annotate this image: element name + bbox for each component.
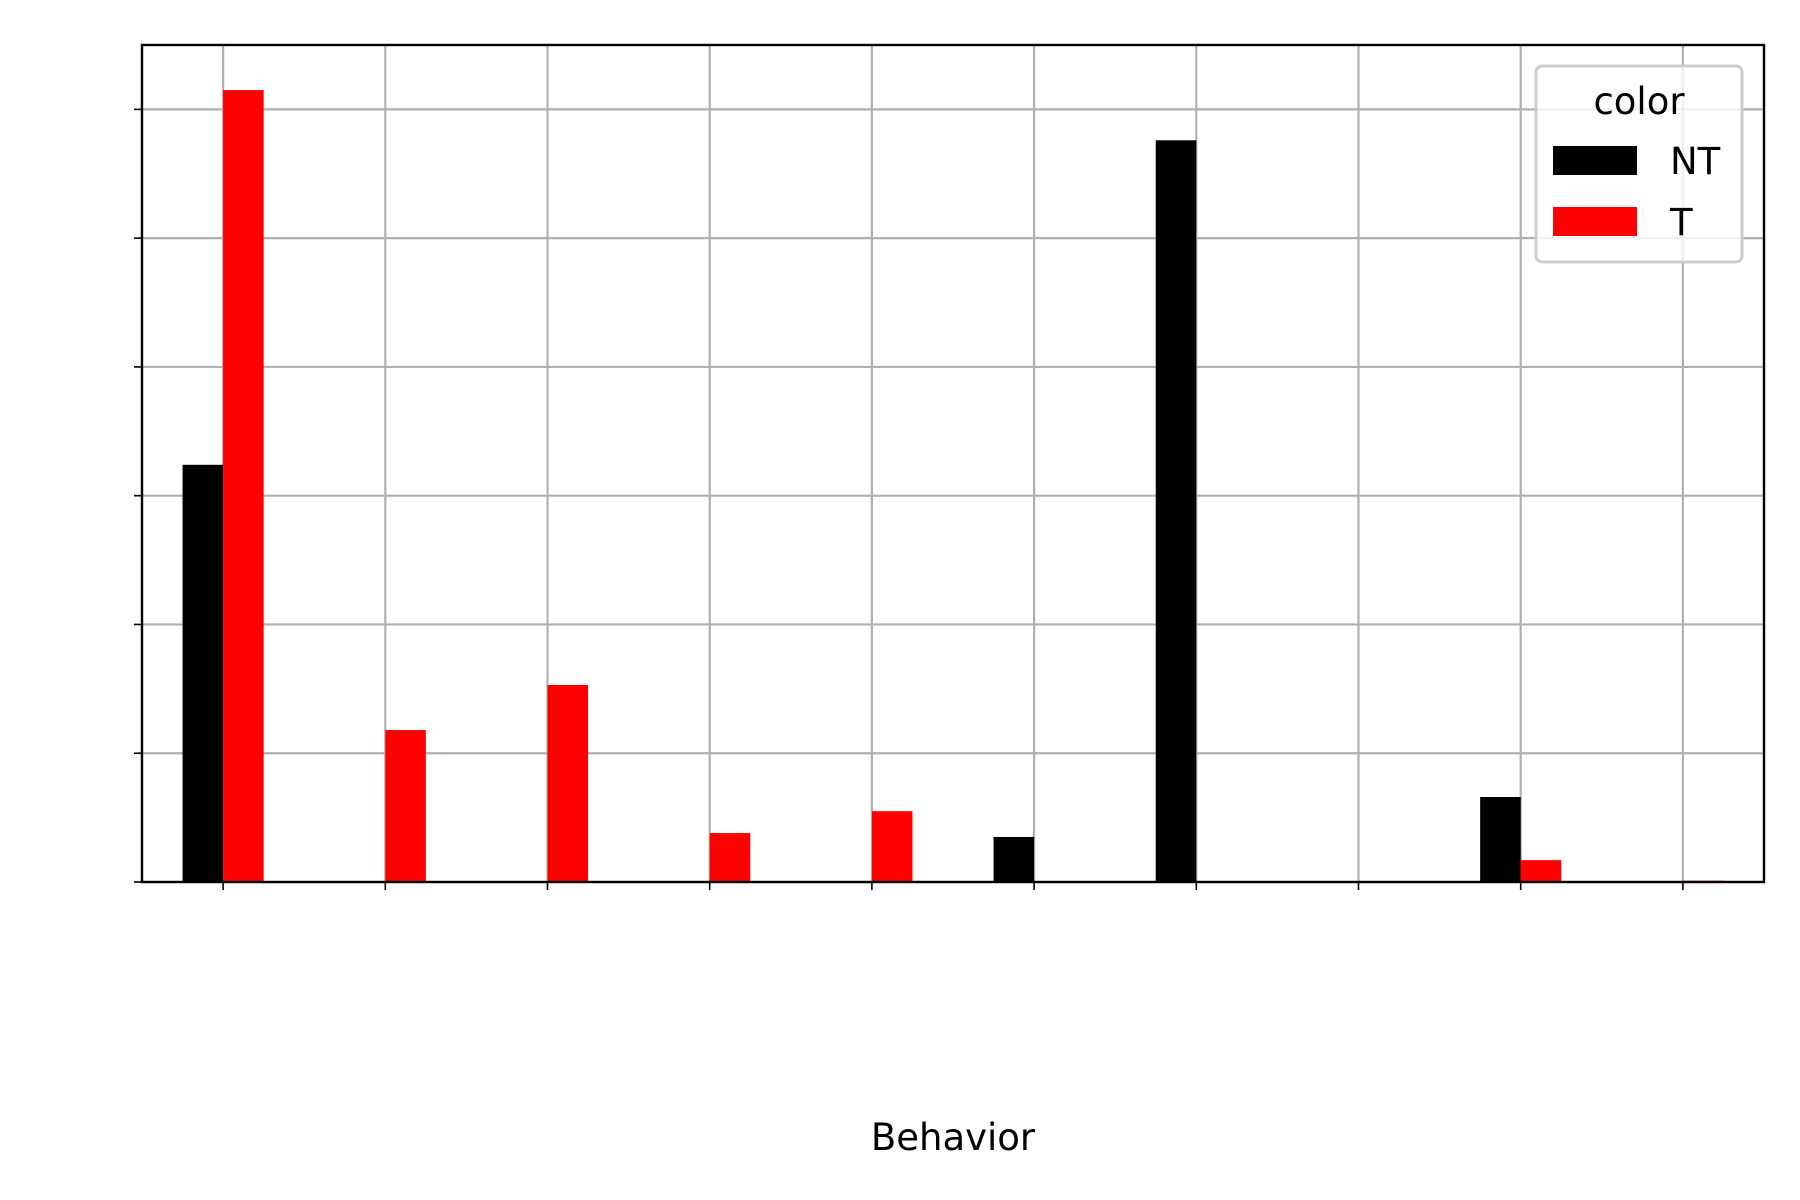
bars	[182, 90, 1724, 883]
legend-swatch-t	[1553, 207, 1637, 236]
bar-t-0	[223, 90, 264, 883]
legend-label-t: T	[1669, 201, 1693, 244]
bar-t-8	[1520, 860, 1562, 882]
bar-t-2	[547, 684, 589, 882]
legend-swatch-nt	[1553, 146, 1637, 175]
legend: color NT T	[1534, 64, 1744, 264]
bar-t-1	[385, 730, 426, 882]
bar-nt-0	[182, 464, 224, 882]
plot-frame	[140, 43, 1766, 884]
legend-title: color	[1593, 80, 1685, 123]
bar-t-4	[871, 811, 913, 882]
bar-t-3	[709, 833, 751, 882]
x-axis-label: Behavior	[871, 1116, 1036, 1159]
bar-nt-6	[1155, 140, 1197, 882]
bar-nt-8	[1480, 797, 1521, 882]
legend-entries: NT T	[1553, 140, 1721, 244]
bar-nt-5	[993, 836, 1035, 882]
tick-marks	[134, 108, 1684, 890]
legend-label-nt: NT	[1670, 140, 1721, 183]
